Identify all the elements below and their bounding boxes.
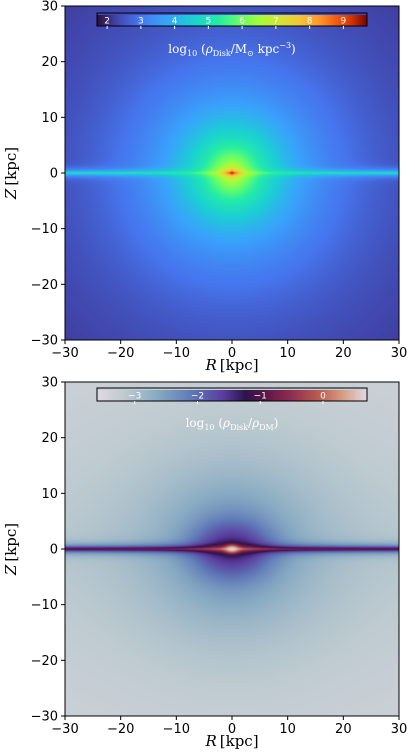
x-tick-label: −30 [51, 722, 78, 737]
colorbar-tick-label: 7 [273, 17, 279, 27]
y-axis-ticks: −30 −20 −10 0 10 20 30 [31, 376, 65, 725]
x-tick-label: 10 [279, 722, 296, 737]
y-tick-label: −10 [31, 222, 58, 237]
x-axis-label: R [kpc] [204, 356, 258, 374]
colorbar-tick-label: 5 [206, 17, 212, 27]
density-ratio-panel: −30 −20 −10 0 10 20 30 −30 −20 −10 0 10 20 30 −3 −2 −1… [0, 376, 415, 752]
heatmap-image-wrapper [65, 6, 399, 340]
x-tick-label: 10 [279, 346, 296, 361]
colorbar-tick-label: 4 [172, 17, 178, 27]
colorbar-tick-label: 6 [239, 17, 245, 27]
colorbar-label: log10 (ρDisk/ρDM) [186, 416, 279, 432]
colorbar-tick-label: 0 [320, 392, 326, 402]
x-tick-label: 20 [335, 722, 352, 737]
colorbar-tick-label: 9 [341, 17, 347, 27]
y-axis-label: Z[kpc] [2, 523, 20, 576]
x-tick-label: −20 [107, 346, 134, 361]
y-tick-label: −10 [31, 598, 58, 613]
x-axis-ticks: −30 −20 −10 0 10 20 30 [51, 340, 407, 361]
y-axis-ticks: −30 −20 −10 0 10 20 30 [31, 0, 65, 349]
colorbar-ticks: −3 −2 −1 0 [128, 392, 326, 404]
y-tick-label: 20 [41, 431, 58, 446]
colorbar [97, 15, 367, 26]
colorbar-tick-label: −2 [191, 392, 204, 402]
x-tick-label: −10 [163, 722, 190, 737]
y-tick-label: 30 [41, 376, 58, 391]
x-tick-label: −10 [163, 346, 190, 361]
heatmap-image-wrapper [65, 382, 399, 716]
y-tick-label: 30 [41, 0, 58, 15]
y-tick-label: 0 [50, 167, 58, 182]
x-axis-label: R [kpc] [204, 732, 258, 750]
colorbar-tick-label: −1 [254, 392, 267, 402]
x-tick-label: 30 [391, 346, 408, 361]
colorbar-frame [96, 12, 368, 27]
colorbar-ticks: 2 3 4 5 6 7 8 9 [104, 17, 347, 29]
x-tick-label: −20 [107, 722, 134, 737]
y-tick-label: −20 [31, 278, 58, 293]
colorbar-wrapper [97, 15, 367, 26]
y-axis-label: Z[kpc] [2, 147, 20, 200]
y-tick-label: 0 [50, 543, 58, 558]
density-ratio-heatmap [65, 382, 399, 716]
y-tick-label: 20 [41, 55, 58, 70]
colorbar-tick-label: 3 [138, 17, 144, 27]
y-tick-label: 10 [41, 111, 58, 126]
colorbar-frame [96, 387, 368, 402]
y-tick-label: −30 [31, 710, 58, 725]
y-tick-label: 10 [41, 487, 58, 502]
x-axis-ticks: −30 −20 −10 0 10 20 30 [51, 716, 407, 737]
disk-density-heatmap [65, 6, 399, 340]
colorbar-tick-label: −3 [128, 392, 141, 402]
colorbar-tick-label: 8 [307, 17, 313, 27]
x-tick-label: 0 [228, 346, 236, 361]
colorbar [97, 390, 367, 401]
x-tick-label: 0 [228, 722, 236, 737]
colorbar-tick-label: 2 [104, 17, 110, 27]
disk-density-chart: −30 −20 −10 0 10 20 30 −30 −20 −10 0 10 20 30 2 3 4 5 6 7… [2, 0, 407, 374]
y-tick-label: −30 [31, 334, 58, 349]
colorbar-label: log10 (ρDisk/M⊙ kpc−3) [168, 41, 295, 58]
disk-density-panel: −30 −20 −10 0 10 20 30 −30 −20 −10 0 10 20 30 2 3 4 5 6 7… [0, 0, 415, 376]
x-tick-label: 20 [335, 346, 352, 361]
x-tick-label: 30 [391, 722, 408, 737]
colorbar-wrapper [97, 390, 367, 401]
x-tick-label: −30 [51, 346, 78, 361]
y-tick-label: −20 [31, 654, 58, 669]
